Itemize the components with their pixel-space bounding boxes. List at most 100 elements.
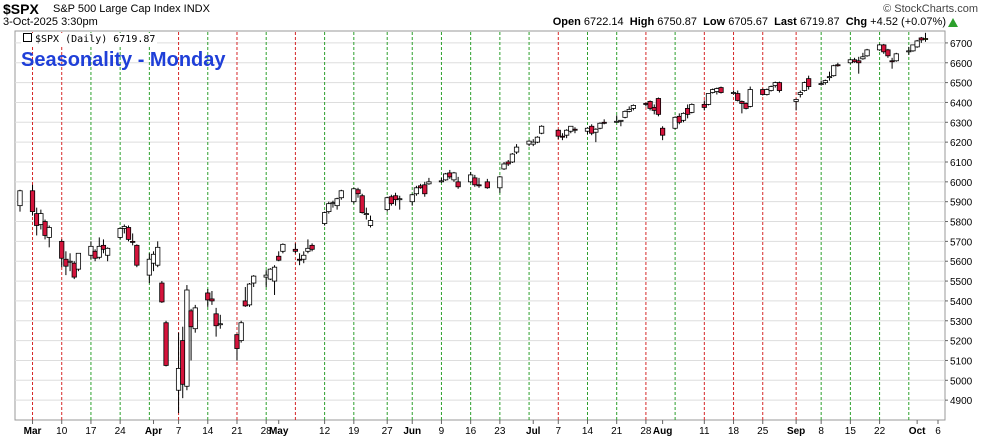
candle bbox=[860, 52, 866, 60]
candle-body bbox=[155, 246, 161, 266]
candle bbox=[384, 196, 390, 212]
candle-body bbox=[835, 64, 841, 67]
x-tick-label: 28 bbox=[640, 426, 652, 437]
candle bbox=[59, 239, 65, 268]
candle-body bbox=[710, 89, 716, 93]
high-value: 6750.87 bbox=[657, 16, 698, 28]
candle bbox=[910, 44, 916, 52]
x-tick-label: 14 bbox=[202, 426, 214, 437]
y-tick-label: 6400 bbox=[950, 98, 973, 109]
x-tick-label: Oct bbox=[909, 426, 926, 437]
x-tick-label: Jun bbox=[403, 426, 421, 437]
candle bbox=[881, 43, 887, 54]
candle-body bbox=[309, 244, 315, 250]
candle-body bbox=[643, 103, 649, 105]
candle bbox=[768, 85, 774, 92]
open-label: Open bbox=[552, 16, 581, 28]
candle-body bbox=[885, 49, 891, 57]
x-tick-label: Apr bbox=[145, 426, 162, 437]
candle bbox=[559, 133, 566, 141]
candle-body bbox=[71, 262, 77, 278]
candle-body bbox=[213, 313, 219, 327]
candle-body bbox=[768, 86, 774, 91]
y-tick-label: 6200 bbox=[950, 138, 973, 149]
candle-body bbox=[38, 213, 44, 225]
candle bbox=[593, 128, 599, 143]
candle-body bbox=[455, 181, 461, 188]
candle bbox=[155, 241, 161, 268]
candle-body bbox=[714, 88, 720, 92]
y-tick-label: 5300 bbox=[950, 317, 973, 328]
candle-body bbox=[831, 65, 837, 77]
candle bbox=[764, 88, 770, 96]
candle-body bbox=[29, 190, 36, 213]
candle bbox=[163, 320, 169, 367]
candle-body bbox=[822, 80, 828, 84]
x-tick-label: May bbox=[269, 426, 289, 437]
candle-body bbox=[776, 82, 783, 91]
candle bbox=[305, 239, 311, 254]
grid-lines bbox=[15, 42, 945, 401]
candle-body bbox=[497, 176, 503, 189]
x-tick-label: 21 bbox=[611, 426, 623, 437]
candle bbox=[296, 253, 303, 266]
last-label: Last bbox=[774, 16, 797, 28]
candle-body bbox=[601, 121, 607, 124]
candle bbox=[96, 237, 102, 260]
candle bbox=[205, 289, 211, 307]
candle bbox=[710, 88, 716, 94]
candle-body bbox=[685, 108, 691, 115]
candle-body bbox=[655, 98, 662, 115]
candle bbox=[409, 193, 415, 206]
y-tick-label: 6500 bbox=[950, 79, 973, 90]
candle-body bbox=[388, 196, 394, 205]
candle-body bbox=[163, 322, 169, 366]
candle bbox=[760, 88, 766, 96]
candle bbox=[334, 197, 340, 210]
candle-body bbox=[739, 101, 745, 104]
candle bbox=[146, 253, 152, 284]
candle-body bbox=[292, 248, 299, 252]
candle-body bbox=[67, 260, 73, 263]
y-tick-label: 6100 bbox=[950, 158, 973, 169]
x-tick-label: 8 bbox=[818, 426, 824, 437]
x-tick-label: 9 bbox=[439, 426, 445, 437]
y-tick-label: 5200 bbox=[950, 337, 973, 348]
x-tick-label: 6 bbox=[935, 426, 941, 437]
candle bbox=[835, 62, 841, 67]
candle bbox=[292, 243, 299, 254]
candle-body bbox=[472, 177, 478, 186]
symbol-description: S&P 500 Large Cap Index INDX bbox=[53, 3, 210, 15]
candle bbox=[388, 194, 394, 206]
candle-body bbox=[63, 258, 69, 267]
candle-body bbox=[251, 275, 257, 284]
candle bbox=[530, 139, 536, 147]
candle bbox=[134, 244, 140, 268]
candle bbox=[443, 172, 449, 181]
candle-body bbox=[271, 266, 278, 282]
plot-area bbox=[14, 30, 946, 421]
candle bbox=[117, 227, 123, 240]
candle-body bbox=[626, 108, 632, 112]
candle-body bbox=[797, 92, 803, 95]
candle-body bbox=[46, 227, 52, 238]
candle bbox=[280, 243, 286, 254]
candle-body bbox=[793, 99, 799, 102]
candle bbox=[847, 58, 853, 64]
y-tick-label: 5000 bbox=[950, 376, 973, 387]
candle-body bbox=[918, 37, 924, 41]
candle-body bbox=[484, 181, 490, 189]
candle-body bbox=[747, 89, 753, 107]
candle-body bbox=[305, 247, 311, 252]
candle bbox=[46, 225, 52, 248]
candle-body bbox=[906, 50, 912, 53]
candle bbox=[451, 171, 457, 182]
candle-body bbox=[42, 221, 48, 236]
candle-body bbox=[363, 213, 369, 215]
open-value: 6722.14 bbox=[583, 16, 624, 28]
candle bbox=[397, 195, 403, 210]
candle-body bbox=[234, 334, 240, 349]
candle-body bbox=[764, 89, 770, 95]
last-value: 6719.87 bbox=[799, 16, 840, 28]
